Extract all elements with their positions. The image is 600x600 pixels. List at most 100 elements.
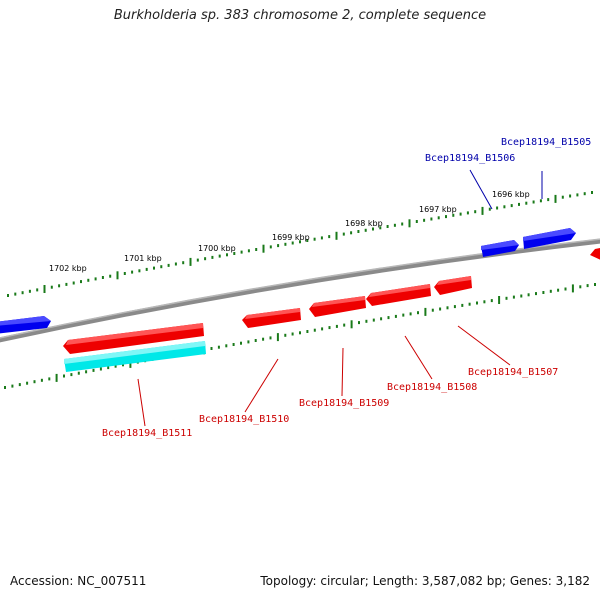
minor-tick [225, 344, 228, 348]
minor-tick [240, 341, 242, 345]
minor-tick [518, 202, 520, 206]
minor-tick [269, 336, 272, 340]
minor-tick [174, 262, 177, 266]
minor-tick [306, 330, 309, 333]
minor-tick [393, 223, 396, 227]
accession-text: Accession: NC_007511 [10, 574, 147, 588]
gene-arrow-bevel [523, 228, 576, 241]
minor-tick [532, 200, 535, 204]
minor-tick [65, 282, 68, 286]
leader-line [404, 335, 433, 380]
minor-tick [284, 333, 287, 337]
major-tick [43, 285, 46, 293]
gene-label[interactable]: Bcep18194_B1506 [425, 153, 515, 164]
minor-tick [379, 226, 382, 230]
gene-label[interactable]: Bcep18194_B1509 [299, 398, 389, 409]
minor-tick [204, 257, 207, 261]
minor-tick [365, 319, 368, 323]
minor-tick [122, 363, 124, 367]
minor-tick [4, 386, 6, 389]
minor-tick [33, 380, 36, 384]
minor-tick [226, 253, 228, 257]
gene-arrow-bevel [0, 316, 51, 326]
minor-tick [7, 294, 9, 297]
major-tick [55, 373, 58, 382]
minor-tick [107, 366, 110, 370]
gene-label[interactable]: Bcep18194_B1507 [468, 367, 558, 378]
minor-tick [306, 239, 309, 242]
minor-tick [85, 370, 88, 374]
minor-tick [291, 332, 294, 336]
minor-tick [50, 285, 53, 289]
minor-tick [423, 218, 426, 222]
minor-tick [445, 215, 447, 219]
minor-tick [11, 384, 14, 388]
leader-line [137, 378, 146, 427]
minor-tick [218, 254, 221, 258]
minor-tick [63, 374, 65, 378]
gene-arrow-bevel [64, 341, 205, 364]
minor-tick [439, 307, 442, 311]
minor-tick [505, 296, 508, 300]
minor-tick [579, 285, 582, 289]
minor-tick [591, 191, 593, 194]
minor-tick [409, 312, 412, 316]
minor-tick [101, 276, 104, 279]
minor-tick [92, 368, 95, 372]
major-tick [276, 333, 279, 342]
kbp-label: 1700 kbp [198, 244, 236, 253]
minor-tick [26, 381, 29, 385]
minor-tick [109, 274, 112, 278]
minor-tick [461, 303, 464, 307]
minor-tick [468, 302, 471, 306]
minor-tick [452, 213, 455, 217]
minor-tick [58, 284, 61, 288]
kbp-label: 1698 kbp [345, 219, 383, 228]
minor-tick [14, 292, 17, 296]
minor-tick [503, 205, 506, 209]
minor-tick [211, 255, 214, 259]
minor-tick [415, 220, 418, 223]
minor-tick [299, 331, 301, 335]
major-tick [424, 307, 427, 316]
minor-tick [291, 241, 294, 245]
gene-label[interactable]: Bcep18194_B1511 [102, 428, 192, 439]
minor-tick [358, 321, 360, 325]
kbp-label: 1699 kbp [272, 233, 310, 242]
minor-tick [40, 378, 43, 382]
minor-tick [387, 316, 390, 320]
gene-label[interactable]: Bcep18194_B1508 [387, 382, 477, 393]
minor-tick [21, 291, 24, 295]
minor-tick [123, 272, 126, 275]
topology-summary-text: Topology: circular; Length: 3,587,082 bp… [260, 574, 590, 588]
gene-label[interactable]: Bcep18194_B1510 [199, 414, 289, 425]
minor-tick [131, 270, 134, 274]
minor-tick [247, 249, 250, 253]
minor-tick [196, 258, 199, 262]
minor-tick [240, 250, 243, 254]
minor-tick [372, 227, 374, 231]
rna-genes [64, 341, 206, 372]
minor-tick [496, 206, 499, 210]
gene-label[interactable]: Bcep18194_B1505 [501, 137, 591, 148]
minor-tick [87, 278, 90, 282]
minor-tick [564, 287, 567, 291]
minor-tick [313, 328, 316, 332]
minor-tick [535, 292, 537, 296]
minor-tick [380, 317, 383, 321]
gene-arrow-bevel [369, 284, 430, 297]
minor-tick [527, 293, 530, 297]
minor-tick [160, 265, 163, 269]
gene-arrow-bevel [66, 323, 203, 345]
minor-tick [372, 318, 375, 322]
minor-tick [453, 305, 456, 309]
leader-line [244, 358, 279, 413]
gene-arrow-bevel [437, 276, 471, 285]
minor-tick [583, 192, 586, 196]
kbp-label: 1696 kbp [492, 190, 530, 199]
minor-tick [320, 236, 323, 240]
gene-arrow-bevel [245, 308, 300, 319]
gene-arrow-reverse[interactable] [590, 247, 600, 262]
minor-tick [247, 340, 250, 344]
